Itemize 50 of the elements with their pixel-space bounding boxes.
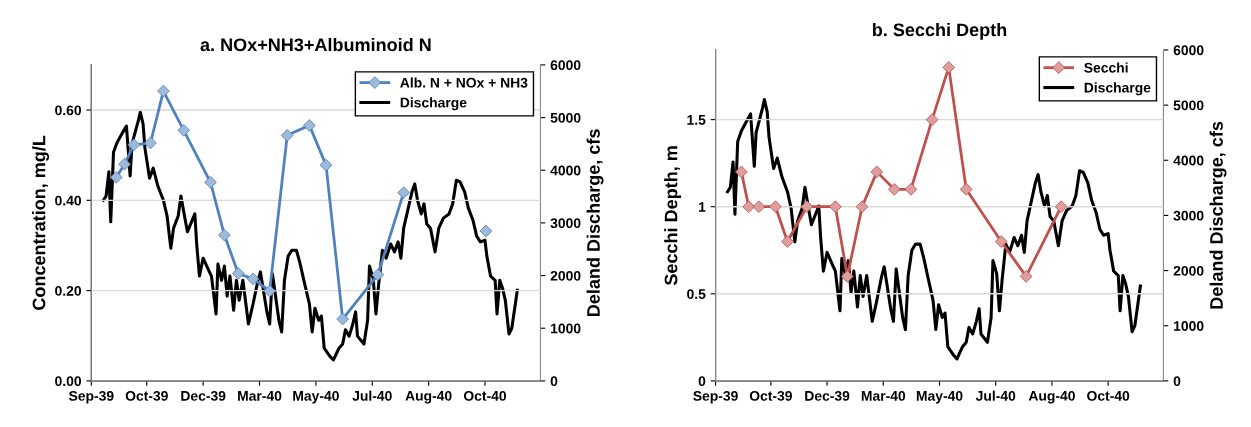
y-tick-label: 1.5: [687, 115, 706, 125]
y-axis-title: Concentration, mg/L: [32, 135, 50, 310]
y-tick-label: 0.5: [687, 289, 706, 299]
chart-title: a. NOx+NH3+Albuminoid N: [200, 37, 431, 52]
y-tick-label: 0.40: [55, 195, 82, 206]
x-tick-label: May-40: [293, 390, 339, 404]
y2-tick-label: 2000: [550, 270, 581, 281]
y2-tick-label: 6000: [1173, 45, 1204, 56]
x-tick-label: Sep-39: [68, 390, 114, 404]
x-tick-label: Sep-39: [693, 390, 738, 404]
y2-tick-label: 4000: [550, 165, 581, 176]
y2-tick-label: 3000: [1173, 210, 1204, 221]
x-tick-label: Mar-40: [238, 390, 282, 401]
legend-label: Secchi: [1084, 62, 1128, 73]
chart-title: b. Secchi Depth: [872, 22, 1007, 40]
x-tick-label: Dec-39: [805, 390, 850, 401]
y-axis-title: Secchi Depth, m: [664, 146, 681, 286]
y2-tick-label: 0: [1173, 376, 1181, 387]
x-tick-label: Mar-40: [861, 390, 906, 401]
x-tick-label: Oct-40: [1087, 390, 1130, 401]
legend-label: Discharge: [400, 97, 467, 111]
line-series: [726, 98, 1142, 361]
x-tick-label: Oct-39: [125, 390, 168, 401]
x-tick-label: Jul-40: [975, 390, 1016, 401]
x-tick-label: Aug-40: [405, 390, 452, 404]
y-tick-label: 0.60: [55, 105, 82, 116]
legend-label: Discharge: [1084, 82, 1151, 96]
y2-tick-label: 1000: [1174, 321, 1204, 331]
x-tick-label: Oct-39: [749, 390, 792, 401]
x-tick-label: Jul-40: [352, 390, 392, 401]
y2-tick-label: 3000: [550, 218, 581, 229]
x-tick-label: Aug-40: [1028, 390, 1075, 404]
y2-axis-title: Deland Discharge, cfs: [586, 129, 604, 316]
y2-tick-label: 1000: [551, 323, 581, 334]
y2-tick-label: 0: [550, 376, 558, 387]
line-series: [101, 110, 519, 362]
y2-tick-label: 2000: [1173, 265, 1204, 276]
x-tick-label: May-40: [916, 390, 963, 404]
legend-label: Alb. N + NOx + NH3: [400, 77, 528, 88]
x-tick-label: Dec-39: [181, 390, 226, 401]
y-tick-label: 0.00: [55, 376, 82, 387]
y-tick-label: 0: [698, 376, 706, 387]
y2-tick-label: 6000: [550, 60, 581, 71]
y2-tick-label: 5000: [1173, 100, 1204, 111]
y2-tick-label: 4000: [1173, 155, 1204, 166]
y2-tick-label: 5000: [550, 112, 581, 123]
y2-axis-title: Deland Discharge, cfs: [1209, 121, 1227, 309]
x-tick-label: Oct-40: [463, 390, 507, 401]
y-tick-label: 1: [699, 202, 706, 212]
y-tick-label: 0.20: [55, 285, 82, 296]
